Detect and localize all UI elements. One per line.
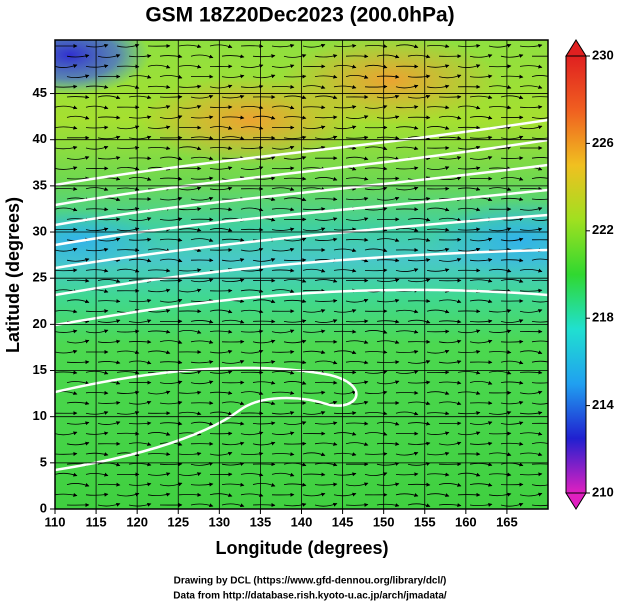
y-tick-label: 5 xyxy=(40,454,47,469)
y-tick-label: 10 xyxy=(33,408,47,423)
colorbar-tick-label: 222 xyxy=(592,222,614,237)
colorbar-tick-label: 214 xyxy=(592,397,614,412)
x-tick-label: 120 xyxy=(126,514,148,529)
x-axis-label: Longitude (degrees) xyxy=(215,538,388,558)
y-tick-label: 15 xyxy=(33,362,47,377)
colorbar-tick-label: 230 xyxy=(592,47,614,62)
y-tick-label: 40 xyxy=(33,131,47,146)
x-tick-label: 125 xyxy=(167,514,189,529)
chart-title: GSM 18Z20Dec2023 (200.0hPa) xyxy=(145,4,454,27)
colorbar-tick-label: 210 xyxy=(592,484,614,499)
footer-line: Data from http://database.rish.kyoto-u.a… xyxy=(173,591,447,602)
field xyxy=(0,15,610,509)
x-tick-label: 150 xyxy=(373,514,395,529)
x-tick-label: 140 xyxy=(291,514,313,529)
y-axis-label: Latitude (degrees) xyxy=(3,197,23,353)
x-tick-label: 160 xyxy=(455,514,477,529)
colorbar-bottom-tip xyxy=(566,493,586,509)
colorbar-top-tip xyxy=(566,40,586,56)
y-tick-label: 45 xyxy=(33,85,47,100)
x-tick-label: 145 xyxy=(332,514,354,529)
x-tick-label: 110 xyxy=(45,514,66,529)
y-tick-label: 30 xyxy=(33,223,47,238)
x-tick-label: 115 xyxy=(86,514,107,529)
x-tick-label: 135 xyxy=(250,514,272,529)
x-tick-label: 130 xyxy=(208,514,230,529)
footer-line: Drawing by DCL (https://www.gfd-dennou.o… xyxy=(174,576,447,587)
y-tick-label: 0 xyxy=(40,500,47,515)
y-tick-label: 25 xyxy=(33,270,47,285)
x-tick-label: 155 xyxy=(414,514,436,529)
y-tick-label: 20 xyxy=(33,316,47,331)
colorbar-tick-label: 226 xyxy=(592,135,614,150)
x-tick-label: 165 xyxy=(496,514,518,529)
y-tick-label: 35 xyxy=(33,177,47,192)
colorbar-tick-label: 218 xyxy=(592,310,614,325)
colorbar xyxy=(566,56,586,493)
